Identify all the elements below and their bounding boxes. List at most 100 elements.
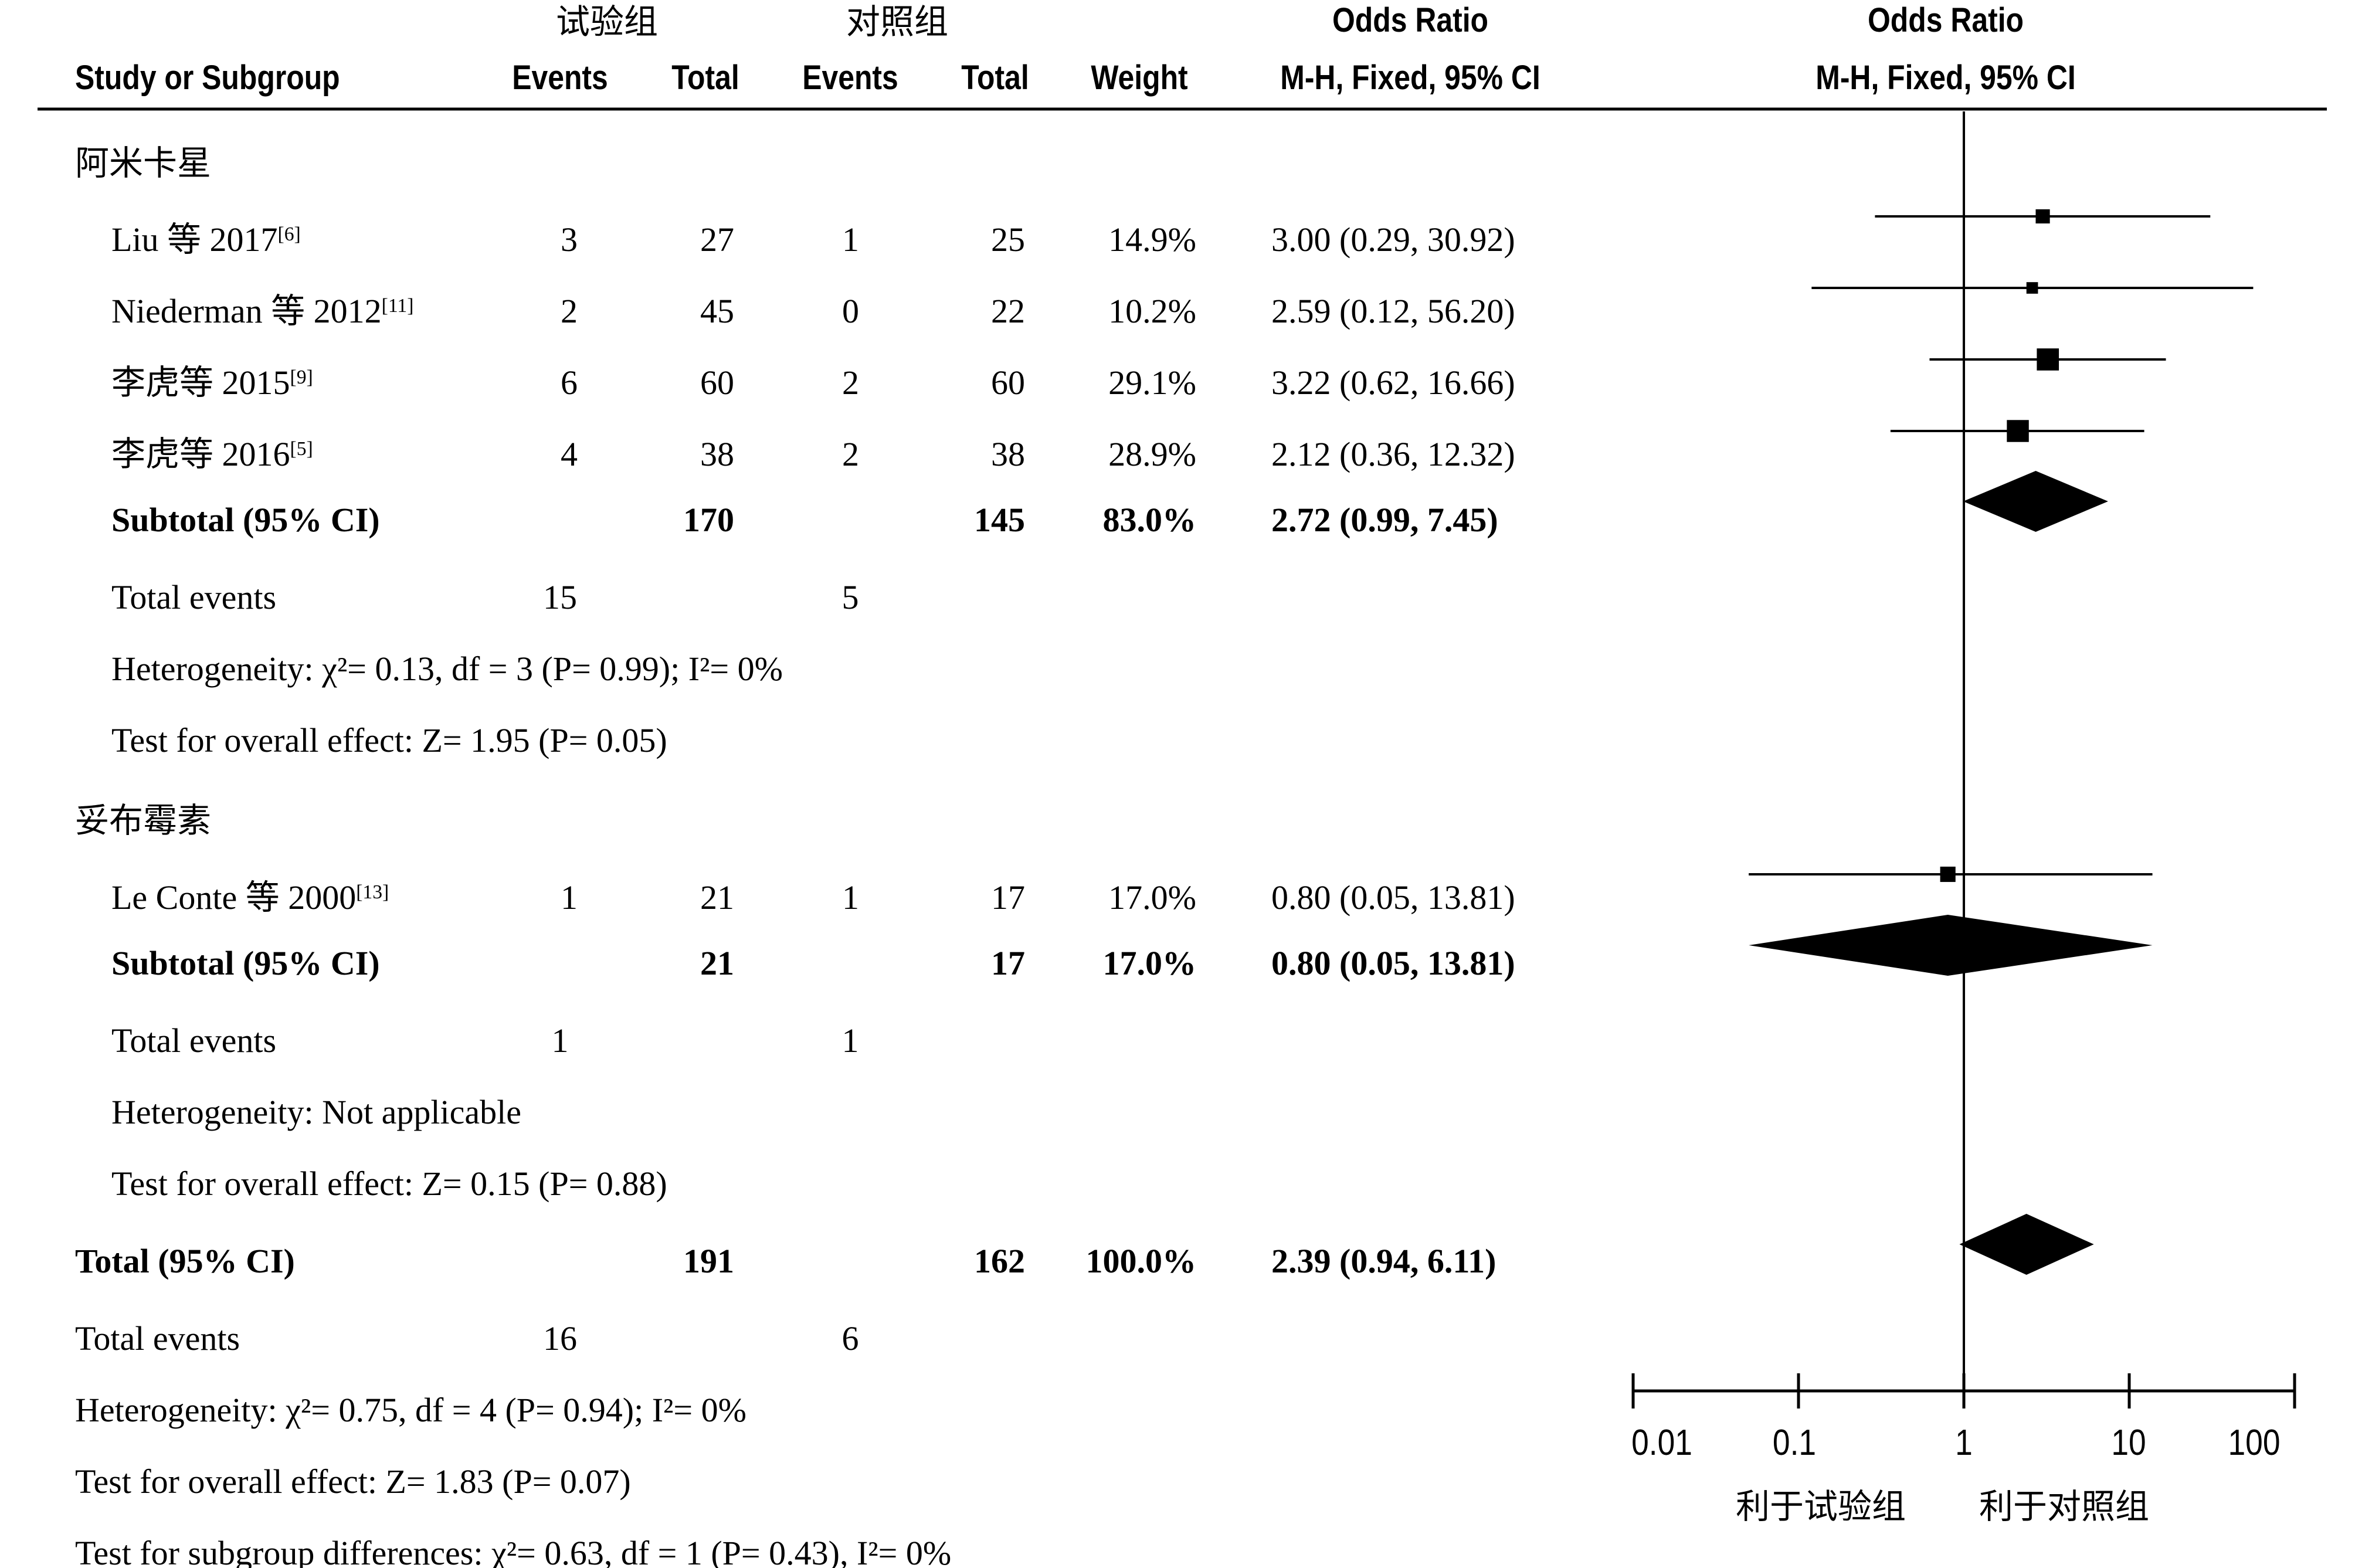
grand-total-events-treatment: 16 — [543, 1319, 577, 1357]
subtotal-total-control: 145 — [974, 501, 1025, 539]
total-total-treatment: 191 — [683, 1242, 734, 1280]
axis-tick-label: 0.01 — [1631, 1423, 1692, 1463]
events-control-cell: 2 — [842, 364, 859, 402]
study-reference: [9] — [290, 366, 313, 388]
total-treatment-cell: 21 — [700, 878, 734, 917]
heterogeneity-text: Heterogeneity: Not applicable — [111, 1093, 521, 1131]
study-point-estimate — [2026, 282, 2038, 294]
axis-tick-label: 1 — [1955, 1423, 1973, 1463]
events-treatment-cell: 6 — [561, 364, 578, 402]
total-events-label: Total events — [111, 1021, 277, 1060]
total-events-treatment: 1 — [551, 1021, 569, 1060]
events-control-cell: 1 — [842, 220, 859, 259]
subtotal-diamond — [1963, 471, 2108, 532]
total-weight: 100.0% — [1085, 1242, 1197, 1280]
grand-total-events-label: Total events — [75, 1319, 240, 1357]
header-or-method-table: M-H, Fixed, 95% CI — [1280, 59, 1540, 97]
subgroup-title: 妥布霉素 — [75, 800, 212, 840]
forest-marks — [1749, 209, 2254, 1275]
study-point-estimate — [1940, 866, 1956, 883]
events-treatment-cell: 4 — [561, 435, 578, 473]
subtotal-label: Subtotal (95% CI) — [111, 501, 380, 539]
header-total-control: Total — [961, 59, 1029, 97]
header-or-method-plot: M-H, Fixed, 95% CI — [1816, 59, 2076, 97]
header-or-title-plot: Odds Ratio — [1867, 1, 2024, 39]
total-label: Total (95% CI) — [75, 1242, 295, 1280]
total-events-control: 5 — [841, 578, 859, 616]
favours-treatment-label: 利于试验组 — [1736, 1486, 1906, 1526]
study-reference: [6] — [277, 223, 301, 245]
subtotal-or-ci: 2.72 (0.99, 7.45) — [1271, 501, 1498, 539]
subtotal-total-treatment: 170 — [683, 501, 734, 539]
overall-effect-text: Test for overall effect: Z= 0.15 (P= 0.8… — [111, 1165, 667, 1203]
total-treatment-cell: 45 — [700, 292, 734, 330]
subtotal-or-ci: 0.80 (0.05, 13.81) — [1271, 944, 1515, 982]
total-control-cell: 38 — [991, 435, 1025, 473]
header-weight: Weight — [1091, 59, 1188, 97]
study-point-estimate — [2007, 420, 2029, 442]
subgroup-differences-text: Test for subgroup differences: χ²= 0.63,… — [75, 1534, 952, 1568]
grand-heterogeneity-text: Heterogeneity: χ²= 0.75, df = 4 (P= 0.94… — [75, 1391, 746, 1429]
subtotal-total-control: 17 — [991, 944, 1025, 982]
header-treatment-group: 试验组 — [555, 2, 659, 42]
or-ci-cell: 2.59 (0.12, 56.20) — [1271, 292, 1515, 330]
grand-overall-effect-text: Test for overall effect: Z= 1.83 (P= 0.0… — [75, 1462, 631, 1501]
total-events-label: Total events — [111, 578, 277, 616]
or-ci-cell: 3.22 (0.62, 16.66) — [1271, 364, 1515, 402]
header-events-treatment: Events — [512, 59, 608, 97]
weight-cell: 14.9% — [1108, 220, 1196, 259]
weight-cell: 17.0% — [1108, 878, 1196, 917]
study-point-estimate — [2037, 348, 2059, 371]
header-control-group: 对照组 — [846, 2, 949, 42]
header-or-title-table: Odds Ratio — [1332, 1, 1489, 39]
subtotal-weight: 17.0% — [1102, 944, 1197, 982]
favours-control-label: 利于对照组 — [1979, 1486, 2150, 1526]
overall-effect-text: Test for overall effect: Z= 1.95 (P= 0.0… — [111, 721, 667, 759]
total-treatment-cell: 27 — [700, 220, 734, 259]
or-ci-cell: 3.00 (0.29, 30.92) — [1271, 220, 1515, 259]
events-control-cell: 0 — [842, 292, 859, 330]
events-treatment-cell: 1 — [561, 878, 578, 917]
study-reference: [13] — [356, 881, 389, 903]
events-treatment-cell: 2 — [561, 292, 578, 330]
grand-total-events-control: 6 — [841, 1319, 859, 1357]
axis-tick-label: 0.1 — [1772, 1423, 1817, 1463]
header-study-column: Study or Subgroup — [75, 59, 340, 97]
weight-cell: 29.1% — [1108, 364, 1196, 402]
weight-cell: 28.9% — [1108, 435, 1196, 473]
subtotal-total-treatment: 21 — [700, 944, 734, 982]
study-point-estimate — [2035, 209, 2050, 224]
total-control-cell: 17 — [991, 878, 1025, 917]
total-events-control: 1 — [841, 1021, 859, 1060]
events-treatment-cell: 3 — [561, 220, 578, 259]
subgroup-title: 阿米卡星 — [75, 143, 212, 183]
subtotal-weight: 83.0% — [1102, 501, 1197, 539]
total-treatment-cell: 38 — [700, 435, 734, 473]
events-control-cell: 1 — [842, 878, 859, 917]
study-reference: [5] — [290, 437, 313, 460]
total-total-control: 162 — [974, 1242, 1025, 1280]
weight-cell: 10.2% — [1108, 292, 1196, 330]
header-total-treatment: Total — [671, 59, 739, 97]
total-control-cell: 22 — [991, 292, 1025, 330]
axis-tick-label: 10 — [2111, 1423, 2146, 1463]
subtotal-label: Subtotal (95% CI) — [111, 944, 380, 982]
study-name: Le Conte 等 2000[13] — [111, 878, 389, 917]
total-or-ci: 2.39 (0.94, 6.11) — [1271, 1242, 1497, 1280]
study-reference: [11] — [381, 294, 414, 317]
events-control-cell: 2 — [842, 435, 859, 473]
total-treatment-cell: 60 — [700, 364, 734, 402]
heterogeneity-text: Heterogeneity: χ²= 0.13, df = 3 (P= 0.99… — [111, 650, 783, 688]
study-name: 李虎等 2016[5] — [111, 435, 313, 473]
axis-ticks — [1631, 1373, 2296, 1409]
or-ci-cell: 2.12 (0.36, 12.32) — [1271, 435, 1515, 473]
total-diamond — [1959, 1214, 2094, 1275]
header-events-control: Events — [802, 59, 898, 97]
axis-tick-label: 100 — [2228, 1423, 2281, 1463]
study-name: 李虎等 2015[9] — [111, 364, 313, 402]
or-ci-cell: 0.80 (0.05, 13.81) — [1271, 878, 1515, 917]
subtotal-diamond — [1749, 915, 2153, 976]
total-control-cell: 25 — [991, 220, 1025, 259]
total-control-cell: 60 — [991, 364, 1025, 402]
